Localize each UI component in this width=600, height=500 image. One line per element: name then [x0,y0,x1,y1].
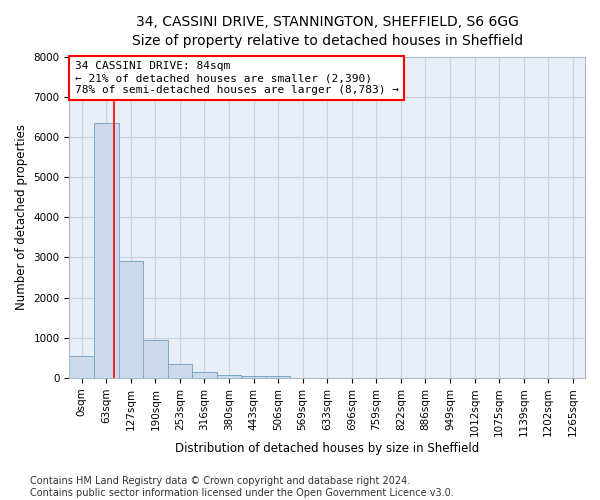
Bar [266,376,290,378]
Y-axis label: Number of detached properties: Number of detached properties [15,124,28,310]
Bar [94,123,119,378]
Bar [143,340,167,378]
Bar [70,356,94,378]
Bar [217,375,241,378]
Text: 34 CASSINI DRIVE: 84sqm
← 21% of detached houses are smaller (2,390)
78% of semi: 34 CASSINI DRIVE: 84sqm ← 21% of detache… [74,62,398,94]
Title: 34, CASSINI DRIVE, STANNINGTON, SHEFFIELD, S6 6GG
Size of property relative to d: 34, CASSINI DRIVE, STANNINGTON, SHEFFIEL… [131,15,523,48]
Bar [167,364,192,378]
X-axis label: Distribution of detached houses by size in Sheffield: Distribution of detached houses by size … [175,442,479,455]
Bar [192,372,217,378]
Text: Contains HM Land Registry data © Crown copyright and database right 2024.
Contai: Contains HM Land Registry data © Crown c… [30,476,454,498]
Bar [241,376,266,378]
Bar [119,262,143,378]
